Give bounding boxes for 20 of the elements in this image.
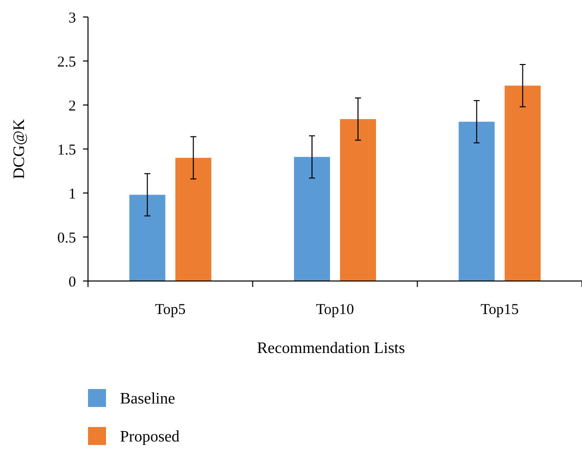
bar [129,194,166,281]
y-tick-label: 0 [68,274,76,290]
y-tick-label: 1.5 [57,142,76,158]
y-axis-title: DCG@K [11,118,28,180]
y-tick-label: 3 [68,10,76,26]
x-tick-label: Top5 [155,302,186,318]
x-axis-title: Recommendation Lists [257,340,405,357]
bar [175,158,212,281]
y-tick-label: 2.5 [57,54,76,70]
legend-label: Proposed [120,428,180,446]
bar [504,86,541,281]
legend-label: Baseline [120,390,176,408]
bar [458,122,495,281]
x-tick-label: Top10 [316,302,354,318]
y-tick-label: 1 [68,186,76,202]
bar [340,119,376,281]
bar [294,156,330,281]
x-tick-label: Top15 [480,302,519,318]
y-tick-label: 2 [68,98,76,114]
y-tick-label: 0.5 [57,230,76,246]
